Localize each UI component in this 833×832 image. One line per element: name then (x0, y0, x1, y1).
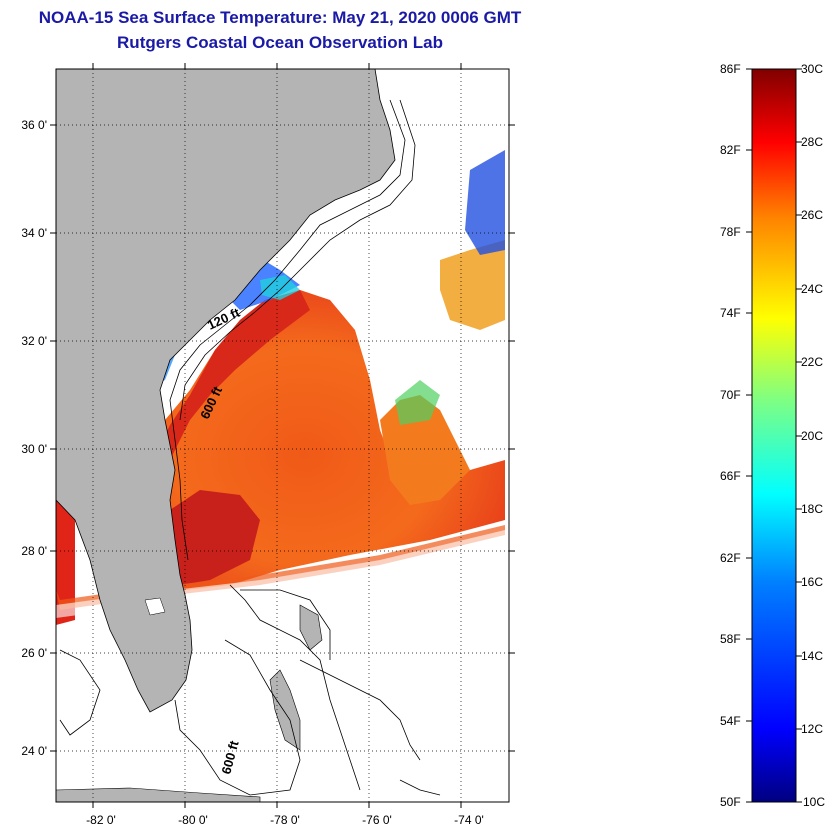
lat-label: 26 0' (21, 646, 47, 660)
lon-label: -78 0' (270, 813, 300, 827)
colorbar-ticks (746, 68, 802, 803)
map-subtitle: Rutgers Coastal Ocean Observation Lab (117, 33, 443, 52)
colorbar-label-c: 14C (801, 649, 824, 663)
lat-label: 34 0' (21, 226, 47, 240)
lat-label: 28 0' (21, 544, 47, 558)
lat-label: 24 0' (21, 744, 47, 758)
lon-label: -74 0' (454, 813, 484, 827)
colorbar-label-c: 22C (801, 355, 824, 369)
lat-label: 32 0' (21, 334, 47, 348)
lat-label: 30 0' (21, 442, 47, 456)
colorbar-label-c: 10C (803, 795, 826, 809)
colorbar-scale (751, 68, 797, 803)
colorbar-label-f: 86F (720, 62, 741, 76)
colorbar-label-c: 12C (801, 722, 824, 736)
colorbar-label-f: 50F (720, 795, 741, 809)
lon-label: -76 0' (362, 813, 392, 827)
colorbar-label-c: 26C (801, 208, 824, 222)
colorbar-label-f: 78F (720, 225, 741, 239)
colorbar-label-c: 16C (801, 575, 824, 589)
map-title: NOAA-15 Sea Surface Temperature: May 21,… (38, 8, 522, 27)
colorbar-label-f: 54F (720, 714, 741, 728)
map-ticks (50, 63, 515, 808)
colorbar-label-c: 28C (801, 135, 824, 149)
map-plot-area: 120 ft 600 ft 600 ft (56, 69, 509, 802)
lon-label: -82 0' (86, 813, 116, 827)
colorbar-label-c: 18C (801, 502, 824, 516)
colorbar-label-f: 66F (720, 469, 741, 483)
colorbar-label-f: 70F (720, 388, 741, 402)
colorbar-label-f: 62F (720, 551, 741, 565)
map-frame (55, 68, 510, 803)
bathymetry-contours (59, 99, 441, 796)
colorbar-label-c: 24C (801, 282, 824, 296)
colorbar-label-c: 30C (801, 62, 824, 76)
lat-label: 36 0' (21, 118, 47, 132)
lon-label: -80 0' (178, 813, 208, 827)
colorbar-label-c: 20C (801, 429, 824, 443)
colorbar-label-f: 58F (720, 632, 741, 646)
colorbar-label-f: 82F (720, 143, 741, 157)
colorbar-label-f: 74F (720, 306, 741, 320)
